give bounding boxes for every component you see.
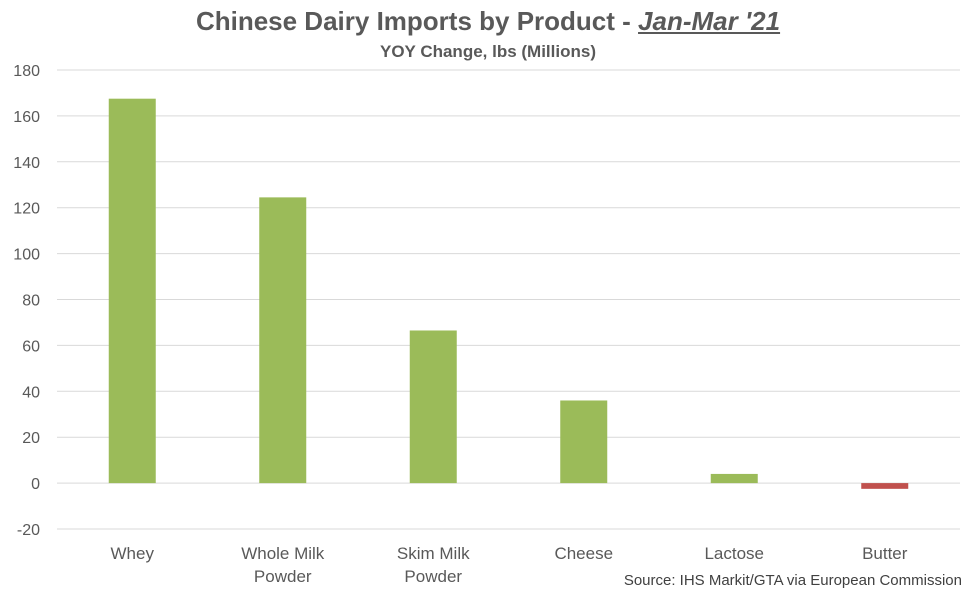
- x-category-label: Skim Milk Powder: [397, 544, 470, 586]
- bar-whole-milk-powder: [259, 197, 307, 484]
- y-tick-label: 100: [13, 247, 40, 264]
- bar-whey: [108, 98, 156, 484]
- y-tick-label: 40: [22, 384, 40, 401]
- bars: [108, 98, 909, 489]
- y-axis-tick-labels: 180 160 140 120 100 80 60 40 20 0 -20: [13, 63, 40, 539]
- x-category-label: Lactose: [704, 544, 764, 563]
- y-tick-label: 0: [31, 476, 40, 493]
- y-tick-label: 60: [22, 338, 40, 355]
- bar-skim-milk-powder: [409, 330, 457, 484]
- y-tick-label: 80: [22, 293, 40, 310]
- title-period: Jan-Mar '21: [638, 6, 781, 36]
- x-category-label: Butter: [862, 544, 908, 563]
- x-category-label: Whey: [111, 544, 155, 563]
- y-tick-label: 20: [22, 430, 40, 447]
- y-tick-label: 180: [13, 63, 40, 80]
- y-tick-label: 160: [13, 109, 40, 126]
- bar-lactose: [710, 473, 758, 484]
- y-tick-label: 140: [13, 155, 40, 172]
- y-tick-label: 120: [13, 201, 40, 218]
- source-note: Source: IHS Markit/GTA via European Comm…: [623, 572, 962, 589]
- x-category-label: Cheese: [554, 544, 613, 563]
- chart-title: Chinese Dairy Imports by Product - Jan-M…: [0, 6, 976, 37]
- x-axis-category-labels: Whey Whole Milk Powder Skim Milk Powder Chees…: [111, 544, 908, 586]
- x-category-label: Whole Milk Powder: [241, 544, 325, 586]
- chart-subtitle: YOY Change, lbs (Millions): [380, 42, 596, 61]
- bar-butter: [861, 483, 909, 489]
- bar-cheese: [560, 400, 608, 484]
- title-main: Chinese Dairy Imports by Product -: [195, 6, 639, 36]
- gridlines: [57, 69, 960, 530]
- y-tick-label: -20: [17, 522, 40, 539]
